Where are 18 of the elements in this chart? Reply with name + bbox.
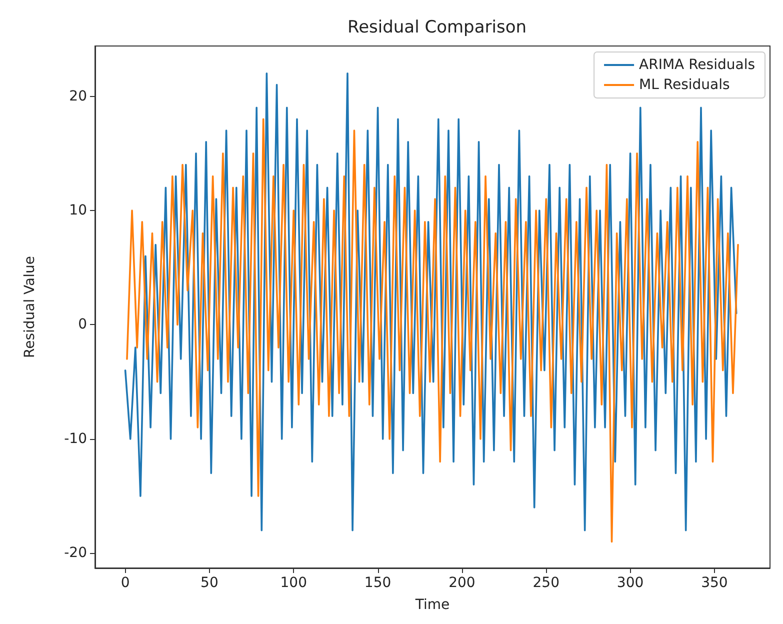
x-tick-label: 250 (532, 575, 560, 591)
y-tick-label: -20 (64, 545, 87, 562)
x-tick-label: 150 (364, 575, 392, 591)
x-tick-label: 200 (448, 575, 476, 591)
y-axis-title: Residual Value (22, 256, 38, 358)
chart-title: Residual Comparison (348, 18, 526, 38)
x-tick-label: 50 (200, 575, 218, 591)
x-tick-label: 100 (280, 575, 307, 591)
y-tick-label: 10 (69, 202, 87, 218)
x-tick-label: 350 (701, 575, 728, 591)
legend-label: ARIMA Residuals (639, 57, 756, 73)
y-tick-label: -10 (64, 430, 87, 447)
x-tick-label: 0 (120, 575, 130, 591)
x-tick-label: 300 (616, 575, 644, 591)
y-tick-label: 20 (69, 88, 87, 104)
x-axis-title: Time (414, 597, 450, 613)
y-tick-label: 0 (78, 316, 87, 333)
legend-label: ML Residuals (639, 77, 730, 93)
